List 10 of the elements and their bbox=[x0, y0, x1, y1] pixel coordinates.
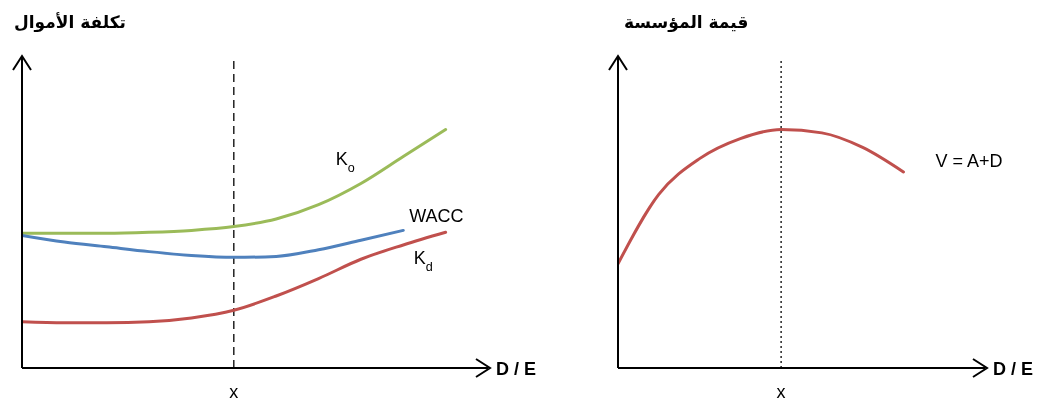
y-axis-title: قيمة المؤسسة bbox=[624, 12, 749, 33]
series-label: K$_{o}$ bbox=[335, 148, 355, 175]
series-label: WACC bbox=[409, 206, 464, 227]
x-axis-title: D / E bbox=[993, 359, 1034, 379]
x-axis-title: D / E bbox=[496, 359, 537, 379]
y-axis-title: تكلفة الأموال bbox=[14, 12, 126, 33]
text: x bbox=[229, 382, 239, 402]
text: x bbox=[776, 382, 786, 402]
series-label: V = A+D bbox=[935, 150, 1003, 171]
series-label: K$_{d}$ bbox=[413, 248, 433, 275]
